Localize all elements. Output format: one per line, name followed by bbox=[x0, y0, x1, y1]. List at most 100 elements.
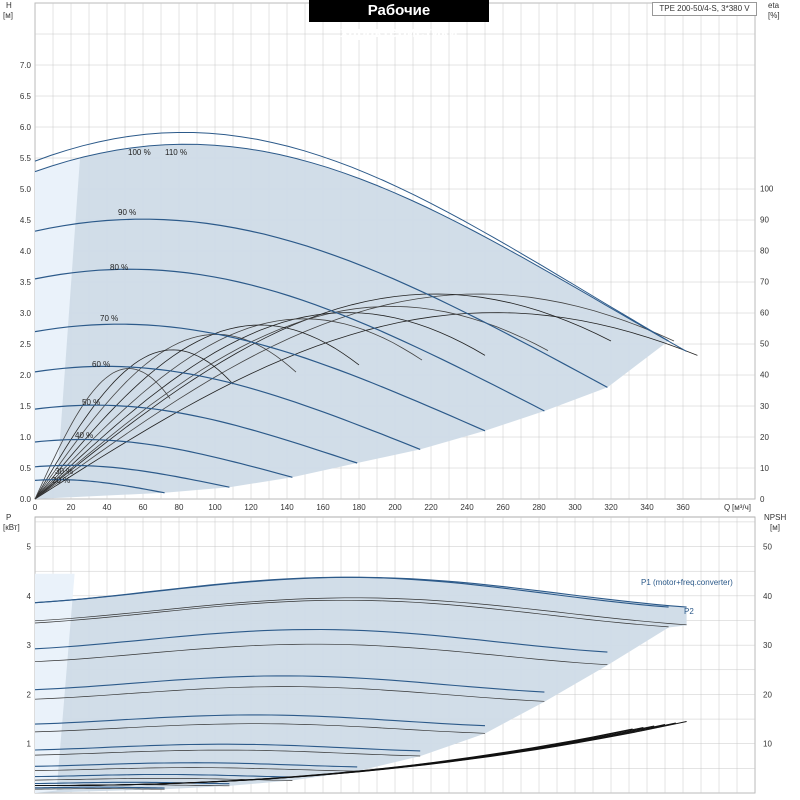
y-tick-label: 2.5 bbox=[20, 340, 32, 349]
x-tick-label: 20 bbox=[67, 503, 76, 512]
npsh-tick-label: 30 bbox=[763, 641, 772, 650]
speed-label: 90 % bbox=[118, 208, 136, 217]
x-tick-label: 60 bbox=[139, 503, 148, 512]
x-axis-unit: [м³/ч] bbox=[732, 503, 751, 512]
y-tick-label: 2.0 bbox=[20, 371, 32, 380]
p2-curve bbox=[34, 597, 687, 626]
p1-curve bbox=[35, 786, 165, 789]
x-tick-label: 220 bbox=[424, 503, 438, 512]
npsh-tick-label: 40 bbox=[763, 592, 772, 601]
speed-label: 70 % bbox=[100, 314, 118, 323]
head-plot: 110 %100 %90 %80 %70 %60 %50 %40 %30 %20… bbox=[20, 2, 774, 512]
p2-series-label: P2 bbox=[684, 607, 694, 616]
p2-curve bbox=[34, 749, 421, 757]
efficiency-curve bbox=[34, 293, 612, 500]
head-curve bbox=[34, 365, 421, 450]
p-tick-label: 2 bbox=[27, 690, 32, 699]
p1-curve bbox=[34, 714, 486, 727]
p2-curve bbox=[34, 686, 545, 702]
p-tick-label: 5 bbox=[27, 543, 32, 552]
y-tick-label: 0.5 bbox=[20, 464, 32, 473]
npsh-axis-unit: [м] bbox=[770, 523, 780, 532]
operating-area bbox=[35, 144, 687, 499]
npsh-tick-label: 20 bbox=[763, 690, 772, 699]
y-tick-label: 1.0 bbox=[20, 433, 32, 442]
y2-tick-label: 60 bbox=[760, 309, 769, 318]
x-tick-label: 240 bbox=[460, 503, 474, 512]
p1-curve bbox=[34, 576, 669, 608]
pump-model-label: TPE 200-50/4-S, 3*380 V bbox=[652, 2, 757, 16]
x-tick-label: 100 bbox=[208, 503, 222, 512]
x-axis-label: Q bbox=[724, 503, 730, 512]
p-tick-label: 1 bbox=[27, 740, 32, 749]
p1-curve bbox=[34, 773, 293, 778]
head-curve bbox=[34, 143, 687, 352]
npsh-tick-label: 50 bbox=[763, 543, 772, 552]
efficiency-curve bbox=[34, 305, 549, 500]
p-tick-label: 4 bbox=[27, 592, 32, 601]
head-curve bbox=[34, 323, 486, 432]
x-tick-label: 140 bbox=[280, 503, 294, 512]
speed-label: 30 % bbox=[55, 467, 73, 476]
efficiency-curve bbox=[34, 293, 675, 500]
y2-tick-label: 50 bbox=[760, 340, 769, 349]
speed-label: 50 % bbox=[82, 398, 100, 407]
efficiency-curve bbox=[34, 312, 486, 500]
npsh-tick-label: 10 bbox=[763, 740, 772, 749]
x-tick-label: 320 bbox=[604, 503, 618, 512]
y2-tick-label: 80 bbox=[760, 246, 769, 255]
head-curve bbox=[34, 479, 165, 494]
x-tick-label: 120 bbox=[244, 503, 258, 512]
y-tick-label: 0.0 bbox=[20, 495, 32, 504]
y2-axis-unit: [%] bbox=[768, 11, 780, 20]
y-axis-label: H bbox=[6, 1, 12, 10]
x-tick-label: 200 bbox=[388, 503, 402, 512]
y2-tick-label: 10 bbox=[760, 464, 769, 473]
head-curve bbox=[34, 404, 358, 464]
p-axis-unit: [кВт] bbox=[3, 523, 20, 532]
npsh-axis-label: NPSH bbox=[764, 513, 786, 522]
head-curve bbox=[34, 438, 293, 478]
y2-tick-label: 100 bbox=[760, 184, 774, 193]
head-curve bbox=[34, 464, 230, 488]
p1-curve bbox=[34, 675, 545, 693]
head-curve bbox=[34, 218, 608, 388]
x-tick-label: 300 bbox=[568, 503, 582, 512]
power-area bbox=[35, 577, 687, 793]
p2-curve bbox=[35, 788, 165, 790]
head-curve bbox=[34, 132, 669, 342]
x-tick-label: 40 bbox=[103, 503, 112, 512]
x-tick-label: 180 bbox=[352, 503, 366, 512]
y-tick-label: 1.5 bbox=[20, 402, 32, 411]
speed-label: 40 % bbox=[75, 431, 93, 440]
y-axis-unit: [м] bbox=[3, 11, 13, 20]
npsh-curve bbox=[35, 728, 633, 787]
p2-curve bbox=[34, 767, 358, 772]
speed-label: 100 % bbox=[128, 148, 151, 157]
y2-tick-label: 40 bbox=[760, 371, 769, 380]
speed-label: 20 % bbox=[52, 476, 70, 485]
y-tick-label: 5.0 bbox=[20, 185, 32, 194]
y2-tick-label: 90 bbox=[760, 215, 769, 224]
p1-curve bbox=[34, 762, 358, 768]
x-tick-label: 80 bbox=[175, 503, 184, 512]
x-tick-label: 280 bbox=[532, 503, 546, 512]
y-tick-label: 3.0 bbox=[20, 309, 32, 318]
p-tick-label: 3 bbox=[27, 641, 32, 650]
axis-titles: H [м] eta [%] Q [м³/ч] P [кВт] NPSH [м] … bbox=[3, 1, 786, 616]
x-tick-label: 340 bbox=[640, 503, 654, 512]
y2-tick-label: 0 bbox=[760, 495, 765, 504]
p2-curve bbox=[34, 643, 608, 666]
power-low-flow-area bbox=[35, 573, 75, 793]
x-tick-label: 160 bbox=[316, 503, 330, 512]
y-tick-label: 6.0 bbox=[20, 123, 32, 132]
efficiency-curve bbox=[34, 368, 171, 500]
speed-label: 60 % bbox=[92, 360, 110, 369]
efficiency-curve bbox=[34, 324, 360, 500]
y2-tick-label: 20 bbox=[760, 433, 769, 442]
y-tick-label: 4.5 bbox=[20, 216, 32, 225]
y-tick-label: 7.0 bbox=[20, 61, 32, 70]
speed-label: 80 % bbox=[110, 263, 128, 272]
x-tick-label: 0 bbox=[33, 503, 38, 512]
